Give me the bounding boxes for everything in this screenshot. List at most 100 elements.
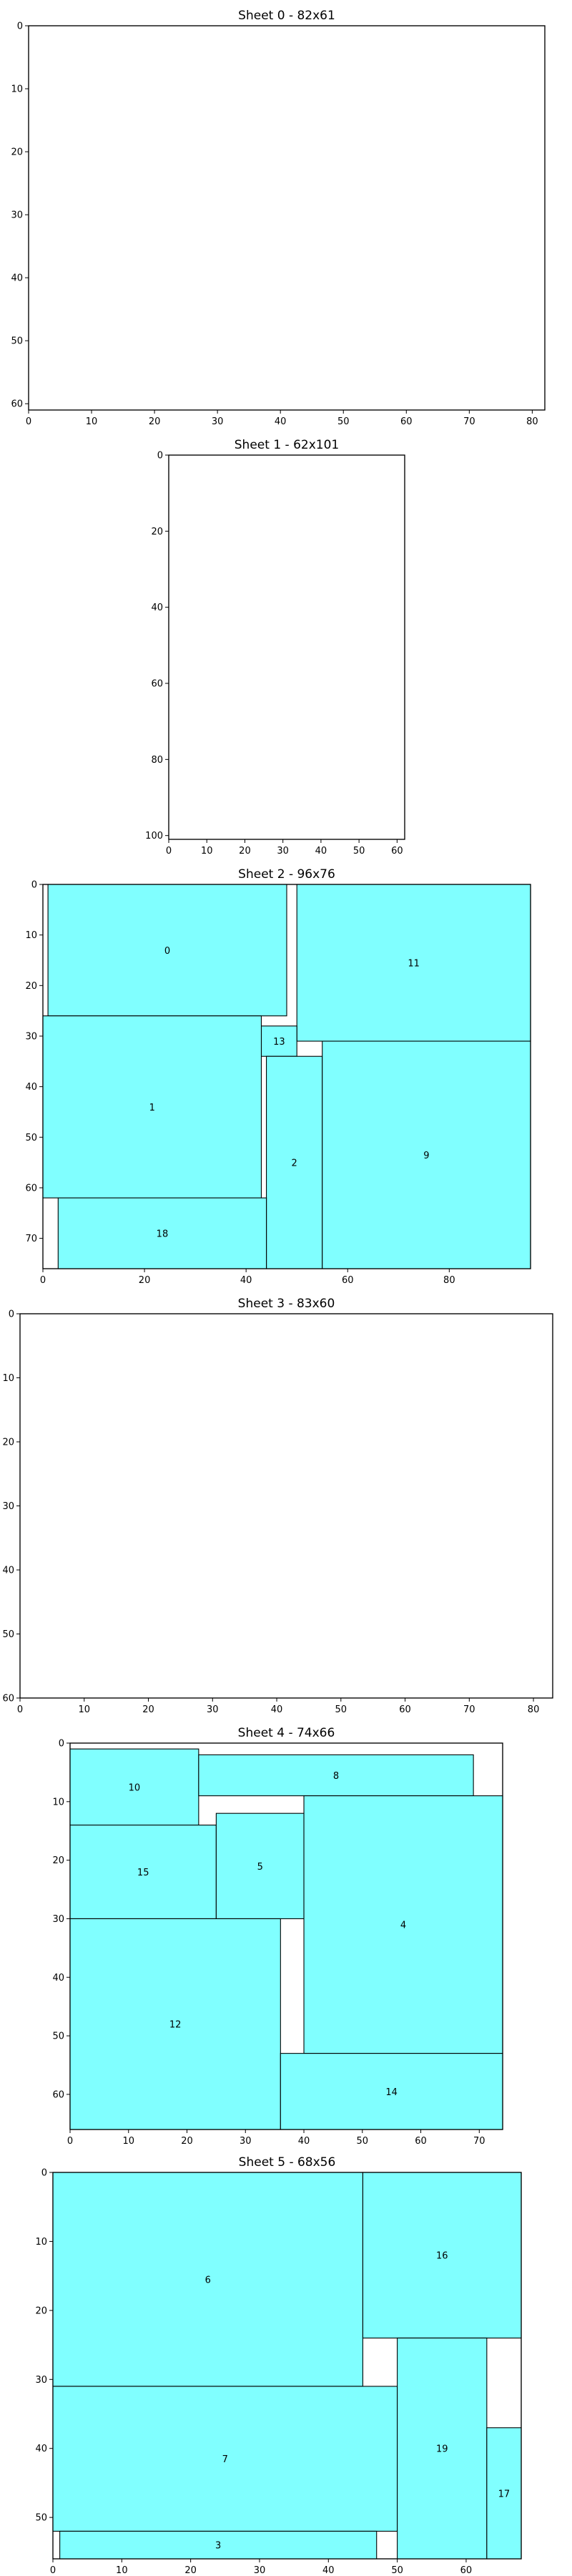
piece-13 <box>260 1025 297 1057</box>
x-tick-label: 60 <box>342 1275 354 1286</box>
y-tick-label: 10 <box>52 1797 64 1807</box>
y-tick-label: 20 <box>151 527 163 537</box>
piece-label-3: 3 <box>215 2541 221 2552</box>
x-tick-label: 10 <box>78 1704 90 1715</box>
x-tick-label: 20 <box>149 416 161 427</box>
sheet-2: Sheet 2 - 96x76 0 11 13 1 2 9 18 0 20 40 60 80 0 10 20 3… <box>25 867 531 1286</box>
x-tick-label: 0 <box>17 1704 23 1715</box>
piece-label-9: 9 <box>423 1151 429 1161</box>
y-tick-label: 30 <box>35 2375 47 2386</box>
x-tick-label: 30 <box>207 1704 219 1715</box>
y-tick-label: 100 <box>145 831 163 841</box>
y-tick-label: 40 <box>11 273 23 284</box>
sheet-title: Sheet 0 - 82x61 <box>238 9 335 23</box>
x-tick-label: 0 <box>50 2565 56 2576</box>
y-tick-label: 0 <box>31 880 37 891</box>
x-tick-label: 50 <box>337 416 350 427</box>
y-tick-label: 40 <box>2 1566 14 1576</box>
x-tick-label: 10 <box>86 416 98 427</box>
piece-8 <box>198 1754 474 1797</box>
x-tick-label: 30 <box>277 846 289 857</box>
piece-11 <box>296 884 531 1042</box>
x-tick-label: 40 <box>271 1704 283 1715</box>
x-tick-label: 0 <box>166 846 172 857</box>
x-tick-label: 10 <box>122 2136 134 2147</box>
y-tick-label: 50 <box>2 1629 14 1640</box>
piece-0 <box>47 884 287 1017</box>
x-tick-label: 50 <box>391 2565 403 2576</box>
sheet-border <box>28 25 546 411</box>
sheet-title: Sheet 2 - 96x76 <box>238 867 335 882</box>
sheet-title: Sheet 5 - 68x56 <box>239 2155 336 2170</box>
x-tick-label: 30 <box>240 2136 252 2147</box>
x-tick-label: 40 <box>298 2136 310 2147</box>
x-tick-label: 60 <box>415 2136 427 2147</box>
piece-3 <box>59 2530 378 2560</box>
piece-6 <box>52 2172 364 2387</box>
piece-label-16: 16 <box>436 2251 448 2262</box>
piece-7 <box>52 2386 398 2532</box>
x-tick-label: 30 <box>254 2565 266 2576</box>
y-tick-label: 10 <box>25 930 37 941</box>
y-tick-label: 50 <box>35 2513 47 2524</box>
x-tick-label: 20 <box>139 1275 151 1286</box>
x-tick-label: 60 <box>399 1704 411 1715</box>
piece-label-1: 1 <box>149 1103 155 1113</box>
sheet-title: Sheet 3 - 83x60 <box>238 1297 335 1311</box>
piece-12 <box>69 1918 281 2130</box>
y-tick-label: 30 <box>2 1501 14 1512</box>
y-tick-label: 60 <box>11 399 23 410</box>
x-tick-label: 20 <box>181 2136 193 2147</box>
x-tick-label: 60 <box>391 846 403 857</box>
y-tick-label: 20 <box>25 981 37 992</box>
sheet-4: Sheet 4 - 74x66 10 8 15 5 4 12 14 0 10 20 30 40 50 60 7… <box>52 1726 503 2147</box>
y-tick-label: 20 <box>2 1438 14 1448</box>
x-tick-label: 0 <box>40 1275 46 1286</box>
x-tick-label: 50 <box>335 1704 347 1715</box>
x-tick-label: 40 <box>275 416 287 427</box>
y-tick-label: 20 <box>35 2306 47 2316</box>
y-tick-label: 50 <box>11 336 23 347</box>
sheet-0: Sheet 0 - 82x61 0 10 20 30 40 50 60 70 80 0 10 20 30 4… <box>11 9 546 427</box>
y-tick-label: 0 <box>41 2168 47 2179</box>
piece-label-13: 13 <box>273 1037 285 1048</box>
x-tick-label: 10 <box>116 2565 128 2576</box>
x-tick-label: 30 <box>212 416 224 427</box>
piece-label-8: 8 <box>333 1771 339 1782</box>
piece-label-6: 6 <box>205 2275 211 2285</box>
y-tick-label: 40 <box>35 2444 47 2454</box>
piece-9 <box>322 1040 531 1269</box>
y-tick-label: 0 <box>17 21 23 32</box>
sheet-frame <box>28 25 546 411</box>
piece-label-11: 11 <box>408 959 420 970</box>
x-tick-label: 20 <box>184 2565 197 2576</box>
x-tick-label: 70 <box>473 2136 485 2147</box>
y-tick-label: 10 <box>11 84 23 95</box>
x-tick-label: 60 <box>460 2565 473 2576</box>
x-tick-label: 70 <box>463 416 475 427</box>
y-tick-label: 60 <box>151 679 163 690</box>
x-tick-label: 0 <box>67 2136 73 2147</box>
y-tick-label: 80 <box>151 755 163 766</box>
y-tick-label: 0 <box>59 1739 64 1750</box>
sheet-3: Sheet 3 - 83x60 0 10 20 30 40 50 60 70 80 0 10 20 30 4… <box>2 1297 553 1715</box>
piece-label-12: 12 <box>169 2020 182 2031</box>
y-tick-label: 30 <box>11 210 23 221</box>
y-tick-label: 0 <box>157 451 163 462</box>
y-tick-label: 50 <box>25 1133 37 1143</box>
piece-18 <box>57 1197 267 1269</box>
x-tick-label: 60 <box>400 416 413 427</box>
piece-label-15: 15 <box>137 1868 149 1878</box>
x-tick-label: 80 <box>443 1275 455 1286</box>
x-tick-label: 40 <box>322 2565 335 2576</box>
sheet-title: Sheet 4 - 74x66 <box>238 1726 335 1740</box>
y-tick-label: 20 <box>52 1855 64 1866</box>
piece-label-7: 7 <box>222 2454 228 2465</box>
sheet-title: Sheet 1 - 62x101 <box>235 438 339 452</box>
piece-label-0: 0 <box>164 946 170 957</box>
y-tick-label: 40 <box>151 602 163 613</box>
y-tick-label: 30 <box>52 1914 64 1925</box>
piece-2 <box>266 1055 323 1269</box>
piece-label-10: 10 <box>129 1782 141 1793</box>
